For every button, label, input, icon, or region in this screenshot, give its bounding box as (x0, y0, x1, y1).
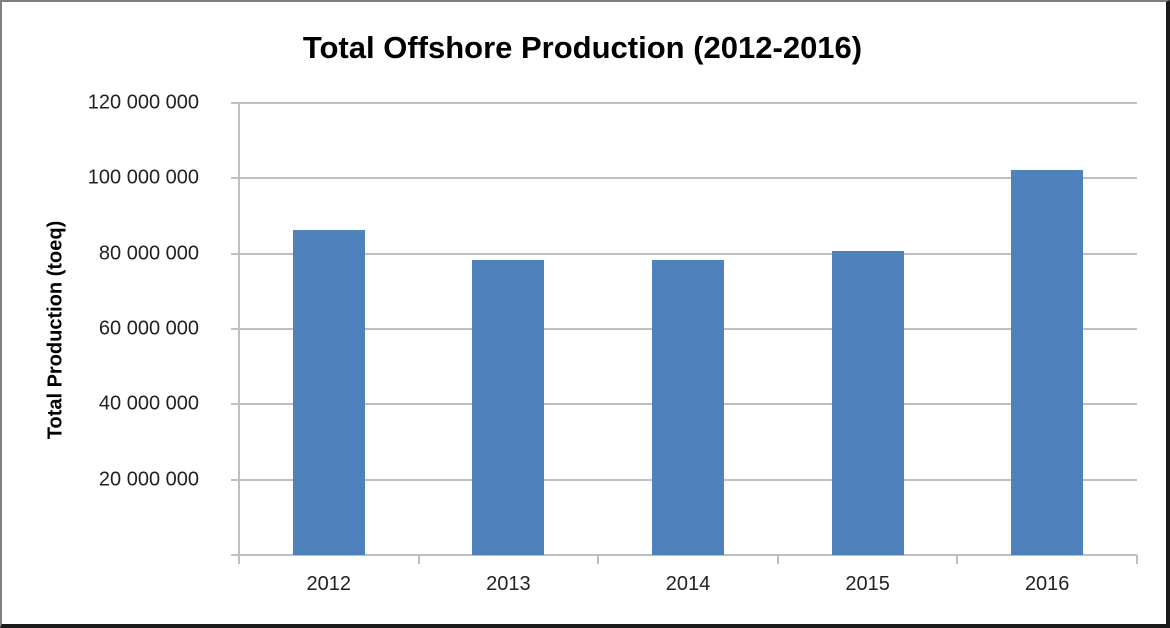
x-tick (597, 555, 600, 564)
gridline (231, 252, 1137, 255)
bar-2015 (831, 251, 904, 555)
x-tick (1136, 555, 1138, 564)
y-axis (238, 103, 240, 563)
x-tick-label: 2013 (486, 573, 531, 595)
x-tick (238, 555, 240, 564)
x-tick (417, 555, 420, 564)
y-tick-label: 120 000 000 (87, 91, 199, 114)
plot-area: 20 000 000 40 000 000 60 000 000 80 000 000… (88, 92, 1138, 595)
y-tick-label: 60 000 000 (98, 317, 199, 340)
x-tick (956, 555, 959, 564)
chart-title: Total Offshore Production (2012-2016) (302, 30, 863, 65)
y-tick-label: 100 000 000 (87, 166, 199, 189)
x-tick-label: 2012 (306, 573, 352, 595)
y-tick-label: 40 000 000 (98, 392, 199, 415)
x-tick-label: 2016 (1024, 573, 1070, 595)
gridline (231, 177, 1137, 180)
x-tick (776, 555, 779, 564)
bar-2016 (1011, 170, 1084, 555)
bar-2014 (652, 260, 724, 555)
bar-2013 (472, 260, 545, 555)
x-tick-label: 2015 (845, 573, 890, 595)
x-axis (231, 554, 1137, 556)
y-tick-label: 80 000 000 (98, 242, 199, 265)
x-tick-label: 2014 (665, 573, 711, 595)
gridline (231, 102, 1137, 104)
y-tick-label: 20 000 000 (98, 468, 199, 491)
bar-2012 (292, 229, 365, 555)
